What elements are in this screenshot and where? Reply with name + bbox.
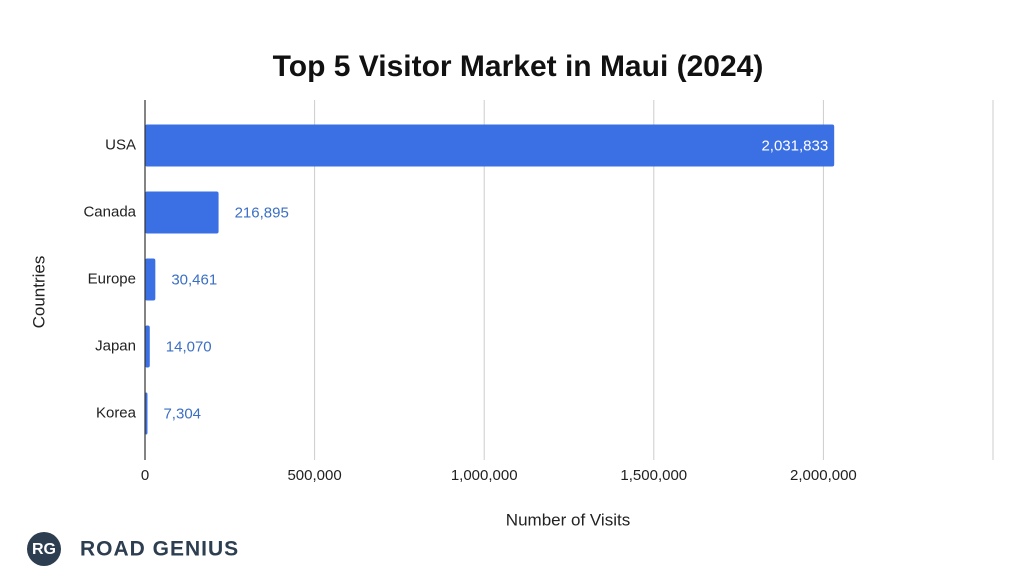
logo-text: ROAD GENIUS <box>80 538 239 561</box>
bar <box>145 191 219 234</box>
bar <box>145 258 156 301</box>
x-tick-label: 0 <box>141 467 149 484</box>
x-tick-label: 500,000 <box>287 467 341 484</box>
logo: RG ROAD GENIUS <box>27 532 239 566</box>
y-tick-label: Japan <box>95 337 136 354</box>
y-tick-label: Canada <box>83 203 136 220</box>
y-axis-label: Countries <box>29 256 48 329</box>
x-tick-label: 1,500,000 <box>620 467 687 484</box>
value-label: 14,070 <box>166 338 212 355</box>
value-label: 216,895 <box>235 204 289 221</box>
x-tick-label: 2,000,000 <box>790 467 857 484</box>
logo-initials: RG <box>32 541 56 558</box>
x-tick-label: 1,000,000 <box>451 467 518 484</box>
value-label: 7,304 <box>163 405 201 422</box>
logo-badge <box>27 532 61 566</box>
bar <box>145 325 150 368</box>
bar <box>145 392 148 435</box>
x-axis-label: Number of Visits <box>506 510 630 529</box>
value-label: 30,461 <box>171 271 217 288</box>
bar <box>145 124 835 167</box>
y-tick-label: Korea <box>96 404 137 421</box>
y-tick-label: USA <box>105 136 136 153</box>
chart-title: Top 5 Visitor Market in Maui (2024) <box>273 50 764 83</box>
y-tick-label: Europe <box>88 270 136 287</box>
value-label: 2,031,833 <box>761 137 828 154</box>
